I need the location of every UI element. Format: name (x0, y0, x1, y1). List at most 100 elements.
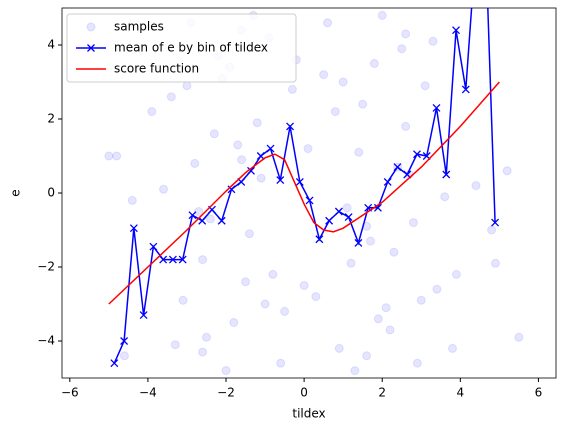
marker (491, 218, 500, 227)
sample-point (389, 247, 399, 257)
x-tick-label: −2 (217, 386, 235, 400)
marker (188, 211, 197, 220)
sample-point (299, 281, 309, 290)
marker (198, 216, 207, 225)
sample-point (147, 107, 157, 117)
sample-point (104, 151, 114, 161)
sample-point (159, 184, 169, 194)
sample-point (440, 192, 450, 202)
sample-point (366, 236, 376, 246)
y-tick-label: 4 (47, 38, 55, 52)
sample-point (205, 214, 215, 224)
sample-point (178, 295, 188, 305)
sample-point (420, 81, 430, 91)
sample-point (190, 158, 200, 168)
sample-point (490, 258, 500, 268)
sample-point (268, 269, 278, 279)
marker (139, 311, 148, 320)
sample-point (514, 332, 524, 342)
sample-point (381, 303, 391, 313)
sample-point (303, 144, 313, 154)
sample-point (166, 92, 176, 102)
sample-point (229, 318, 239, 327)
sample-point (252, 118, 262, 128)
sample-point (385, 325, 395, 335)
sample-point (170, 340, 180, 350)
marker (247, 166, 255, 175)
marker (325, 216, 334, 225)
marker (344, 213, 353, 222)
y-tick-label: 0 (47, 186, 55, 200)
sample-point (201, 332, 211, 342)
sample-point (182, 81, 192, 91)
legend-symbol (86, 22, 96, 32)
sample-point (342, 203, 352, 213)
sample-point (362, 351, 372, 361)
sample-point (244, 229, 254, 239)
x-tick-label: 2 (378, 386, 386, 400)
sample-point (287, 84, 297, 94)
sample-point (237, 155, 247, 165)
marker (413, 150, 421, 159)
marker (286, 122, 295, 131)
sample-point (416, 295, 426, 305)
sample-point (373, 314, 383, 324)
sample-point (194, 207, 204, 216)
sample-point (209, 129, 219, 139)
marker (110, 359, 119, 368)
sample-point (346, 258, 356, 268)
sample-point (119, 351, 129, 361)
sample-point (338, 77, 348, 87)
marker (393, 163, 402, 172)
sample-point (198, 347, 208, 357)
marker (129, 224, 138, 233)
sample-point (502, 166, 512, 176)
marker (227, 185, 236, 194)
legend-label: mean of e by bin of tildex (114, 41, 268, 55)
x-tick-label: −4 (139, 386, 157, 400)
line (113, 8, 496, 364)
marker (461, 85, 470, 94)
sample-point (401, 121, 411, 131)
marker (168, 255, 177, 264)
sample-point (276, 358, 286, 368)
sample-point (323, 18, 333, 28)
sample-point (233, 140, 243, 150)
y-tick-label: −4 (37, 334, 55, 348)
marker (120, 337, 129, 345)
x-tick-label: 6 (535, 386, 543, 400)
x-axis-label: tildex (292, 407, 325, 421)
marker (373, 203, 382, 212)
marker (334, 207, 343, 216)
line (108, 81, 500, 305)
x-tick-label: 4 (457, 386, 465, 400)
marker (256, 152, 265, 160)
sample-point (319, 70, 329, 80)
sample-point (471, 181, 481, 191)
sample-point (377, 10, 387, 20)
sample-point (260, 299, 270, 309)
marker (383, 177, 392, 186)
marker (178, 255, 187, 264)
sample-point (397, 44, 407, 54)
sample-point (334, 343, 344, 353)
marker (266, 144, 275, 153)
sample-point (369, 59, 379, 68)
sample-point (358, 99, 368, 109)
y-tick-label: 2 (47, 112, 55, 126)
sample-point (221, 366, 231, 376)
marker (159, 255, 168, 264)
x-tick-label: −6 (61, 386, 79, 400)
sample-point (487, 225, 497, 235)
sample-point (448, 343, 458, 353)
marker (305, 196, 314, 205)
y-tick-label: −2 (37, 260, 55, 274)
sample-point (432, 284, 442, 294)
sample-point (127, 195, 137, 205)
marker (295, 177, 304, 186)
x-tick-label: 0 (300, 386, 308, 400)
sample-point (330, 107, 340, 117)
sample-point (256, 173, 266, 183)
marker (452, 26, 460, 35)
